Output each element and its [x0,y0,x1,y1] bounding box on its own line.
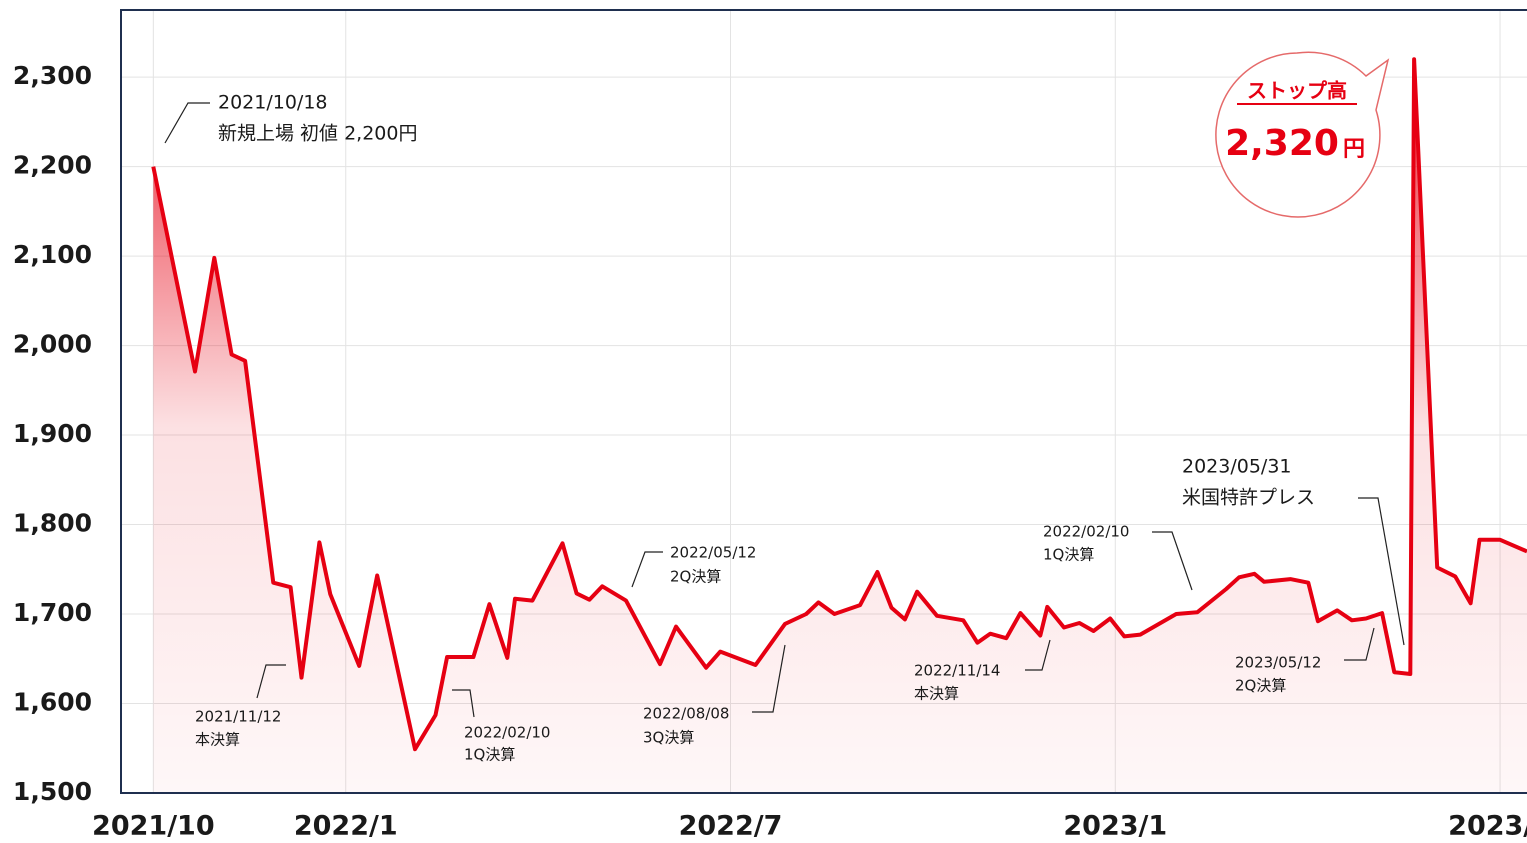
price-line [151,57,1527,752]
leader-line [631,551,663,588]
x-tick-label: 2023/7 [1448,811,1527,842]
y-tick-label: 1,600 [13,688,92,717]
leader-line [1152,531,1193,591]
y-tick-label: 2,000 [13,330,92,359]
annotation-text: 2Q決算 [1235,677,1286,695]
x-tick-label: 2021/10 [92,811,215,842]
annotation-text: 2021/11/12 [195,708,281,726]
annotation-text: 2022/08/08 [643,705,729,723]
annotation-text: 2022/02/10 [1043,523,1129,541]
annotation-text: 2023/05/31 [1182,456,1292,478]
leader-line [256,664,286,699]
x-tick-label: 2023/1 [1063,811,1167,842]
x-tick-label: 2022/7 [679,811,783,842]
callout-unit: 円 [1343,137,1365,162]
annotations: 2021/10/18 新規上場 初値 2,200円 2021/11/12 本決算 202… [164,92,1405,764]
plot-area [151,57,1527,793]
annotation-text: 2023/05/12 [1235,654,1321,672]
annotation-text: 2021/10/18 [218,92,328,114]
callout-bubble [1215,51,1390,218]
x-tick-label: 2022/1 [294,811,398,842]
labels: 1,500 1,600 1,700 1,800 1,900 2,000 2,100 2,200… [13,61,1527,841]
annotation-text: 新規上場 初値 2,200円 [218,123,417,145]
leader-line [1025,639,1051,671]
y-tick-label: 2,300 [13,61,92,90]
annotation-text: 本決算 [914,685,959,703]
axes [120,9,1527,794]
callout-title: ストップ高 [1247,79,1347,103]
annotation-text: 2022/02/10 [464,724,550,742]
y-tick-label: 1,500 [13,777,92,806]
annotation-text: 本決算 [195,731,240,749]
annotation-text: 1Q決算 [464,746,515,764]
leader-line [1358,497,1405,646]
annotation-text: 1Q決算 [1043,546,1094,564]
y-tick-label: 1,700 [13,598,92,627]
leader-line [164,102,210,144]
leader-line [1344,627,1375,661]
area [153,59,1527,793]
annotation-text: 2Q決算 [670,568,721,586]
leader-line [452,689,475,718]
callout: ストップ高 2,320 円 [1215,51,1390,218]
y-tick-label: 1,800 [13,509,92,538]
annotation-text: 米国特許プレス [1182,487,1315,509]
leader-line [752,644,786,713]
annotation-text: 3Q決算 [643,729,694,747]
annotation-text: 2022/11/14 [914,662,1000,680]
y-tick-label: 2,100 [13,240,92,269]
annotation-text: 2022/05/12 [670,544,756,562]
y-tick-label: 2,200 [13,151,92,180]
callout-value: 2,320 [1225,123,1339,164]
y-tick-label: 1,900 [13,419,92,448]
